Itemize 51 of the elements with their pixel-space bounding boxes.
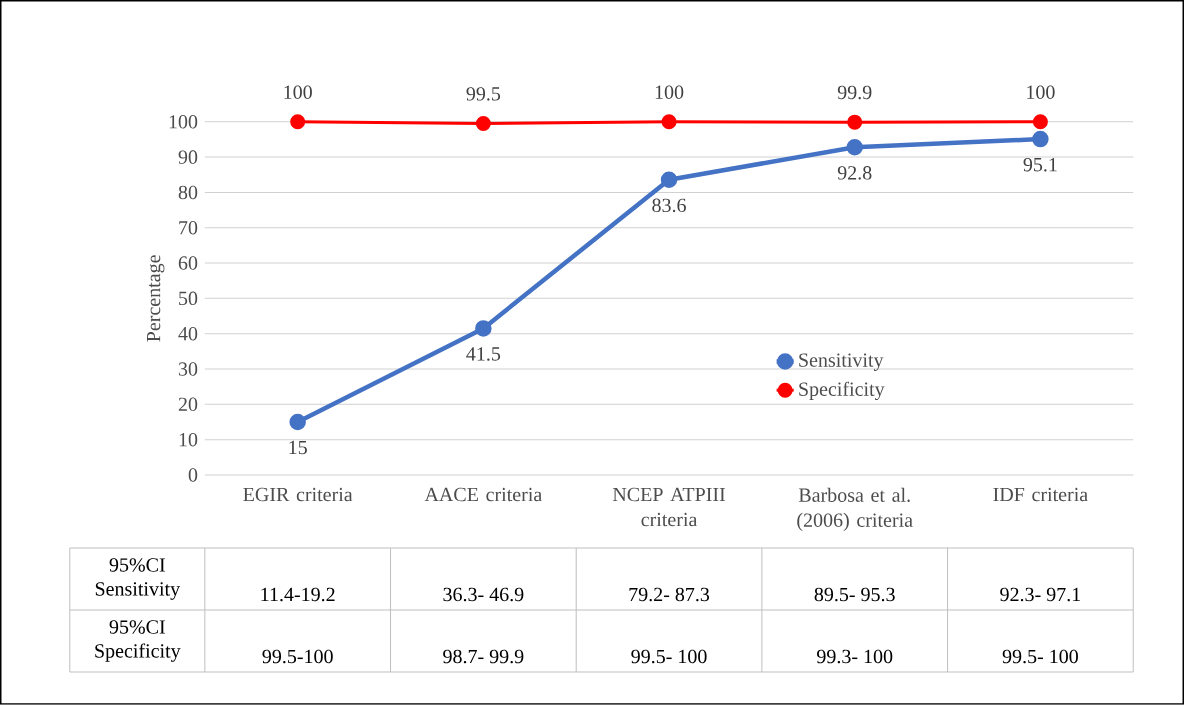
text: 98.7- 99.9 [443, 649, 524, 664]
y-tick-label: 90 [178, 150, 198, 164]
data-label: 83.6 [652, 198, 686, 213]
text: 99.5- 100 [631, 649, 707, 664]
point [475, 116, 491, 132]
x-tick-label: NCEP ATPIII criteria [612, 487, 726, 527]
y-tick-label: 30 [178, 362, 198, 376]
data-label: 99.5 [466, 87, 501, 101]
y-tick-label: 70 [179, 221, 198, 235]
y-axis-title: Percentage [147, 255, 165, 342]
text: 92.3- 97.1 [1000, 587, 1081, 602]
y-tick-label: 0 [188, 468, 198, 482]
text: 89.5- 95.3 [814, 587, 895, 602]
x-tick-label: AACE criteria [424, 487, 542, 502]
legend-label: Specificity [799, 381, 885, 401]
text: 99.3- 100 [817, 649, 893, 664]
point [1032, 130, 1049, 148]
data-label: 100 [655, 85, 684, 100]
data-label: 15 [289, 440, 307, 455]
y-tick-label: 80 [178, 185, 198, 200]
y-tick-label: 50 [179, 291, 198, 306]
x-tick-label: IDF criteria [993, 487, 1088, 502]
text: 99.5-100 [262, 649, 333, 664]
legend-label: Sensitivity [799, 353, 884, 372]
point [475, 320, 492, 337]
data-label: 41.5 [466, 347, 501, 361]
text: 95%CI Sensitivity [95, 558, 181, 600]
text: 36.3- 46.9 [443, 587, 524, 602]
text: 99.5- 100 [1002, 649, 1078, 664]
point [660, 171, 678, 189]
point [661, 114, 677, 130]
text: 95%CI Specificity [95, 620, 181, 662]
point [846, 139, 863, 156]
point [847, 114, 863, 130]
data-label: 99.9 [837, 85, 872, 100]
y-tick-label: 100 [169, 115, 198, 129]
text: 79.2- 87.3 [629, 587, 710, 602]
text: 11.4-19.2 [261, 587, 335, 602]
y-tick-label: 40 [178, 327, 198, 341]
point [289, 413, 306, 431]
point [1032, 114, 1048, 130]
y-tick-label: 60 [178, 256, 198, 270]
y-tick-label: 20 [178, 397, 198, 412]
data-label: 100 [284, 85, 312, 100]
x-tick-label: EGIR criteria [243, 487, 353, 502]
y-tick-label: 10 [179, 432, 198, 447]
data-label: 92.8 [837, 166, 872, 180]
x-tick-label: Barbosa et al. (2006) criteria [797, 487, 913, 532]
data-label: 100 [1027, 85, 1055, 100]
point [290, 114, 306, 130]
data-label: 95.1 [1023, 158, 1057, 172]
